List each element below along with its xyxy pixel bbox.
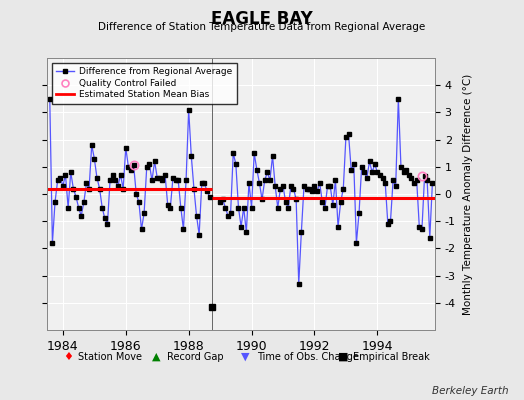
- Text: Empirical Break: Empirical Break: [354, 352, 430, 362]
- Text: Berkeley Earth: Berkeley Earth: [432, 386, 508, 396]
- Text: Record Gap: Record Gap: [167, 352, 224, 362]
- Y-axis label: Monthly Temperature Anomaly Difference (°C): Monthly Temperature Anomaly Difference (…: [463, 73, 473, 315]
- Text: ▲: ▲: [152, 352, 160, 362]
- Text: Time of Obs. Change: Time of Obs. Change: [257, 352, 358, 362]
- Text: Station Move: Station Move: [78, 352, 142, 362]
- Text: ■: ■: [338, 352, 348, 362]
- Text: EAGLE BAY: EAGLE BAY: [211, 10, 313, 28]
- Text: ▼: ▼: [241, 352, 249, 362]
- Text: Difference of Station Temperature Data from Regional Average: Difference of Station Temperature Data f…: [99, 22, 425, 32]
- Legend: Difference from Regional Average, Quality Control Failed, Estimated Station Mean: Difference from Regional Average, Qualit…: [52, 62, 236, 104]
- Text: ♦: ♦: [63, 352, 73, 362]
